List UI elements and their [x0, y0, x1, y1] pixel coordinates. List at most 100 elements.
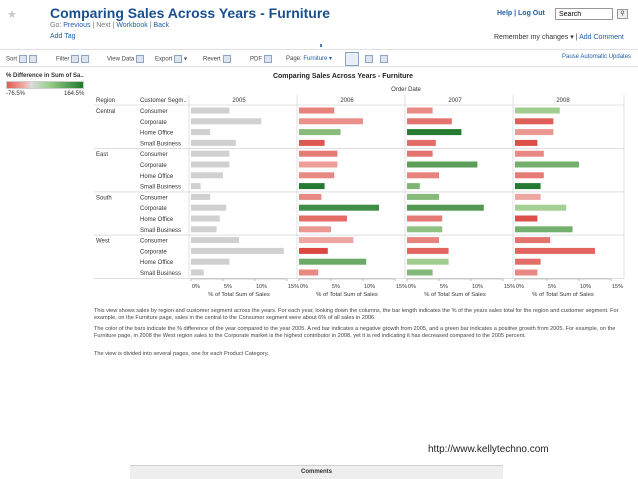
chart-title: Comparing Sales Across Years - Furniture — [272, 73, 414, 80]
filter-clear-icon[interactable] — [81, 55, 90, 63]
bar-south-2006 — [299, 204, 379, 211]
search-input[interactable] — [555, 8, 613, 20]
bar-west-2007 — [407, 258, 449, 265]
segment-label: Corporate — [140, 163, 167, 169]
x-tick-label: 10% — [580, 284, 591, 290]
zoom-in-button[interactable] — [363, 55, 373, 63]
x-tick-label: 5% — [548, 284, 556, 290]
page-title: Comparing Sales Across Years - Furniture — [50, 5, 331, 21]
add-comment-link[interactable]: Add Comment — [579, 34, 624, 41]
pan-icon[interactable] — [380, 55, 388, 63]
year-header-2006: 2006 — [340, 98, 354, 104]
color-legend-bar — [6, 81, 84, 89]
x-tick-label: 0% — [300, 284, 308, 290]
bar-south-2005 — [191, 226, 217, 233]
x-axis-label: % of Total Sum of Sales — [532, 292, 594, 298]
pdf-icon[interactable] — [264, 55, 272, 63]
breadcrumb-nav: Go: Previous | Next | Workbook | Back — [50, 22, 169, 29]
nav-previous-link[interactable]: Previous — [63, 22, 91, 29]
select-tool-icon[interactable] — [345, 52, 359, 66]
export-button[interactable]: Export ▾ — [155, 55, 188, 63]
bar-central-2008 — [515, 107, 560, 114]
bar-south-2007 — [407, 226, 443, 233]
bar-west-2006 — [299, 269, 319, 276]
bar-east-2005 — [191, 150, 230, 157]
bar-central-2005 — [191, 107, 230, 114]
pan-button[interactable] — [378, 55, 388, 63]
scroll-marker — [320, 44, 322, 47]
region-label-west: West — [96, 239, 110, 245]
remember-changes-dropdown[interactable]: Remember my changes ▾ — [494, 34, 574, 41]
nav-workbook-link[interactable]: Workbook — [116, 22, 148, 29]
footer-url: http://www.kellytechno.com — [428, 444, 549, 455]
bar-central-2005 — [191, 129, 211, 136]
bar-central-2007 — [407, 129, 462, 136]
bar-west-2007 — [407, 237, 439, 244]
x-tick-label: 15% — [288, 284, 299, 290]
segment-label: Home Office — [140, 217, 174, 223]
filter-icon[interactable] — [71, 55, 80, 63]
segment-label: Home Office — [140, 174, 174, 180]
bar-west-2007 — [407, 247, 449, 254]
revert-button[interactable]: Revert — [203, 55, 231, 63]
export-icon[interactable] — [174, 55, 183, 63]
view-data-icon[interactable] — [136, 55, 145, 63]
segment-label: Small Business — [140, 228, 181, 234]
x-tick-label: 5% — [332, 284, 340, 290]
zoom-in-icon[interactable] — [365, 55, 373, 63]
bar-west-2005 — [191, 237, 239, 244]
bar-east-2008 — [515, 150, 544, 157]
description-paragraph-1: This view shows sales by region and cust… — [94, 308, 619, 321]
description-paragraph-2: The color of the bars indicate the % dif… — [94, 326, 616, 339]
bar-west-2007 — [407, 269, 433, 276]
row-header-segment: Customer Segm.. — [140, 98, 187, 104]
x-tick-label: 15% — [612, 284, 623, 290]
help-link[interactable]: Help — [497, 10, 513, 17]
pdf-button[interactable]: PDF — [250, 55, 272, 63]
bar-east-2005 — [191, 161, 230, 168]
comments-bar[interactable]: Comments — [130, 465, 503, 479]
bar-west-2006 — [299, 258, 367, 265]
favorite-star-icon[interactable]: ★ — [7, 9, 17, 21]
filter-button[interactable]: Filter — [56, 55, 90, 63]
bar-east-2006 — [299, 161, 338, 168]
bar-west-2008 — [515, 237, 551, 244]
sort-desc-icon[interactable] — [29, 55, 38, 63]
x-tick-label: 15% — [396, 284, 407, 290]
bar-south-2005 — [191, 193, 211, 200]
segment-label: Corporate — [140, 206, 167, 212]
nav-back-link[interactable]: Back — [153, 22, 169, 29]
legend-min: -76.5% — [6, 91, 26, 97]
bar-south-2005 — [191, 204, 227, 211]
page-select[interactable]: Furniture ▾ — [303, 56, 333, 62]
bar-central-2005 — [191, 118, 262, 125]
bar-south-2006 — [299, 226, 331, 233]
add-tag-link[interactable]: Add Tag — [50, 33, 76, 40]
segment-label: Small Business — [140, 141, 181, 147]
sort-button[interactable]: Sort — [6, 55, 38, 63]
bar-chart[interactable]: Region Customer Segm.. 2005 2006 2007 2008 Cen… — [94, 95, 626, 305]
bar-east-2006 — [299, 183, 325, 190]
bar-west-2005 — [191, 258, 230, 265]
nav-next-link[interactable]: Next — [96, 22, 111, 29]
bar-central-2008 — [515, 129, 554, 136]
bar-central-2008 — [515, 139, 538, 146]
bar-west-2005 — [191, 247, 284, 254]
x-tick-label: 10% — [364, 284, 375, 290]
bar-west-2008 — [515, 269, 538, 276]
x-tick-label: 15% — [504, 284, 515, 290]
bar-central-2006 — [299, 107, 335, 114]
sort-asc-icon[interactable] — [19, 55, 28, 63]
logout-link[interactable]: Log Out — [518, 10, 545, 17]
x-tick-label: 0% — [408, 284, 416, 290]
view-data-button[interactable]: View Data — [107, 55, 145, 63]
toolbar: Sort Filter View Data Export ▾ Revert PD… — [0, 49, 638, 67]
page-selector[interactable]: Page: Furniture ▾ — [286, 56, 333, 62]
pause-updates-link[interactable]: Pause Automatic Updates — [562, 54, 632, 60]
bar-south-2007 — [407, 193, 439, 200]
revert-icon[interactable] — [222, 55, 231, 63]
region-label-central: Central — [96, 109, 115, 115]
segment-label: Consumer — [140, 152, 168, 158]
bar-east-2008 — [515, 161, 579, 168]
search-icon[interactable]: ⚲ — [617, 9, 628, 19]
